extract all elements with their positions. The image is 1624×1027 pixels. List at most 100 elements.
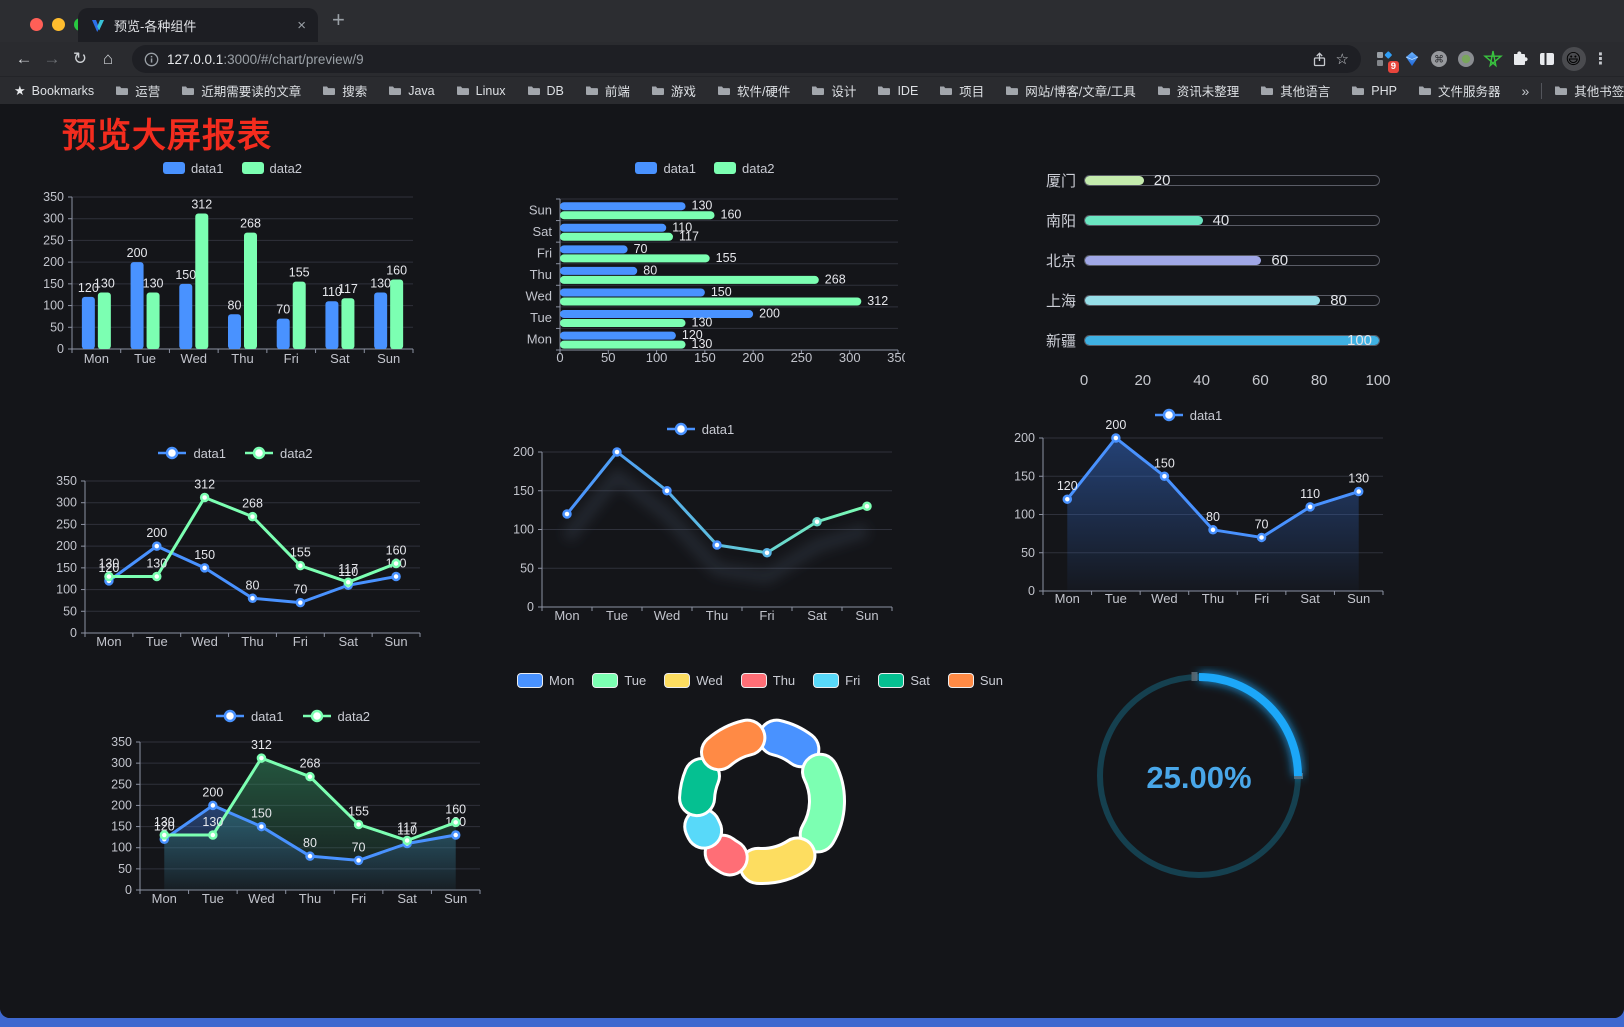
back-icon[interactable]: ← [15,49,33,68]
legend-item[interactable]: data2 [302,709,370,724]
legend-item[interactable]: Fri [813,672,860,688]
chart-donut-pie: Mon Tue Wed Thu Fri Sat Sun [517,662,1003,890]
legend-item[interactable]: data2 [244,446,313,461]
legend-item[interactable]: data2 [241,161,302,176]
legend-item[interactable]: Mon [517,672,574,688]
home-icon[interactable]: ⌂ [102,49,114,68]
new-tab-button[interactable]: + [332,7,345,32]
bookmarks-root-item[interactable]: ★ Bookmarks [14,83,94,99]
star-extension-icon[interactable] [1479,47,1506,71]
bookmark-folder[interactable]: 近期需要读的文章 [181,81,301,100]
minimize-window-button[interactable] [52,18,65,31]
url-path: :3000/#/chart/preview/9 [223,51,364,67]
svg-text:50: 50 [601,350,615,365]
chart-grouped-bar: data1 data2 0 50 100 150 200 250 300 350 Mon Tue Wed… [40,150,425,378]
close-window-button[interactable] [30,18,43,31]
browser-tab[interactable]: 预览-各种组件 × [78,8,318,42]
svg-text:150: 150 [111,820,132,834]
svg-text:Mon: Mon [152,891,177,906]
folder-icon [181,85,195,96]
svg-text:268: 268 [240,217,261,231]
legend-item[interactable]: data1 [666,422,734,437]
forward-icon[interactable]: → [43,49,61,68]
svg-text:200: 200 [127,246,148,260]
legend-item[interactable]: Thu [740,672,795,688]
bookmark-folder[interactable]: 软件/硬件 [717,81,790,100]
legend-item[interactable]: data1 [635,161,696,176]
gem-extension-icon[interactable] [1398,47,1425,71]
bookmark-folder[interactable]: 网站/博客/文章/工具 [1005,81,1136,100]
folder-icon [1554,85,1568,96]
bookmark-folder[interactable]: 游戏 [651,81,696,100]
svg-text:350: 350 [43,190,64,204]
progress-track: 20 [1084,172,1380,189]
legend-item[interactable]: Sun [947,672,1003,688]
folder-icon [1005,85,1019,96]
legend-item[interactable]: Sat [878,672,930,688]
profile-avatar[interactable]: 😃 [1560,47,1587,71]
legend-label: data1 [190,160,224,176]
svg-text:Fri: Fri [537,245,552,260]
svg-text:250: 250 [791,350,813,365]
legend-item[interactable]: Wed [664,672,723,688]
bookmark-folder-label: Linux [475,83,506,98]
svg-text:130: 130 [692,199,713,213]
bookmark-folder[interactable]: 设计 [811,81,856,100]
share-icon[interactable] [1311,51,1328,68]
legend-item[interactable]: data1 [1154,408,1222,423]
url-text[interactable]: 127.0.0.1:3000/#/chart/preview/9 [167,52,1303,67]
svg-text:350: 350 [887,350,905,365]
svg-text:0: 0 [1028,584,1035,598]
bookmark-folder[interactable]: IDE [877,84,918,98]
svg-text:50: 50 [520,561,534,575]
svg-text:Fri: Fri [293,634,308,649]
svg-text:160: 160 [721,208,742,222]
svg-text:100: 100 [513,523,534,537]
reload-icon[interactable]: ↻ [72,49,88,68]
bookmark-folder[interactable]: 运营 [115,81,160,100]
legend-item[interactable]: data2 [714,161,775,176]
progress-label: 南阳 [1045,212,1076,230]
legend-item[interactable]: data1 [162,160,224,176]
bookmark-star-icon[interactable]: ☆ [1335,51,1349,68]
site-info-icon[interactable] [144,52,159,67]
record-extension-icon[interactable] [1452,47,1479,71]
extensions-puzzle-icon[interactable] [1506,47,1533,71]
side-panel-icon[interactable] [1533,47,1560,71]
address-bar[interactable]: 127.0.0.1:3000/#/chart/preview/9 ☆ [132,45,1361,73]
bookmark-folder[interactable]: 资讯未整理 [1157,81,1239,100]
legend-item[interactable]: data1 [215,709,284,724]
bookmark-folder[interactable]: Java [388,84,435,98]
bookmarks-overflow-icon[interactable]: » [1521,82,1530,99]
extension-grid-icon[interactable]: 9 [1371,47,1399,73]
legend-item[interactable]: data1 [157,446,226,461]
svg-text:350: 350 [111,735,132,749]
svg-text:130: 130 [154,815,175,829]
bookmark-folder[interactable]: PHP [1351,84,1397,98]
legend-label: data1 [663,160,696,176]
bookmark-folder[interactable]: DB [527,84,564,98]
svg-text:Wed: Wed [654,608,681,623]
bookmarks-star-icon: ★ [14,82,26,98]
progress-axis-tick: 0 [1079,372,1089,389]
svg-text:312: 312 [867,294,888,308]
bookmark-folder[interactable]: 前端 [585,81,630,100]
bookmark-folder[interactable]: Linux [456,84,506,98]
bookmark-folder[interactable]: 其他语言 [1260,81,1330,100]
bookmark-folder-label: 前端 [604,85,630,99]
svg-text:150: 150 [694,350,716,365]
bookmark-folder[interactable]: 搜索 [322,81,367,100]
svg-text:Sun: Sun [1347,591,1370,606]
chrome-menu-icon[interactable]: ⋮ [1592,51,1609,68]
bookmark-folder[interactable]: 项目 [939,81,984,100]
bookmark-folder[interactable]: 文件服务器 [1418,81,1500,100]
other-bookmarks-item[interactable]: 其他书签 [1554,81,1624,100]
svg-text:Sat: Sat [807,608,827,623]
command-extension-icon[interactable]: ⌘ [1425,47,1452,71]
svg-text:250: 250 [43,233,64,247]
svg-text:Thu: Thu [231,351,253,366]
tab-close-icon[interactable]: × [297,16,306,34]
legend-item[interactable]: Tue [592,672,646,688]
svg-text:155: 155 [289,266,310,280]
